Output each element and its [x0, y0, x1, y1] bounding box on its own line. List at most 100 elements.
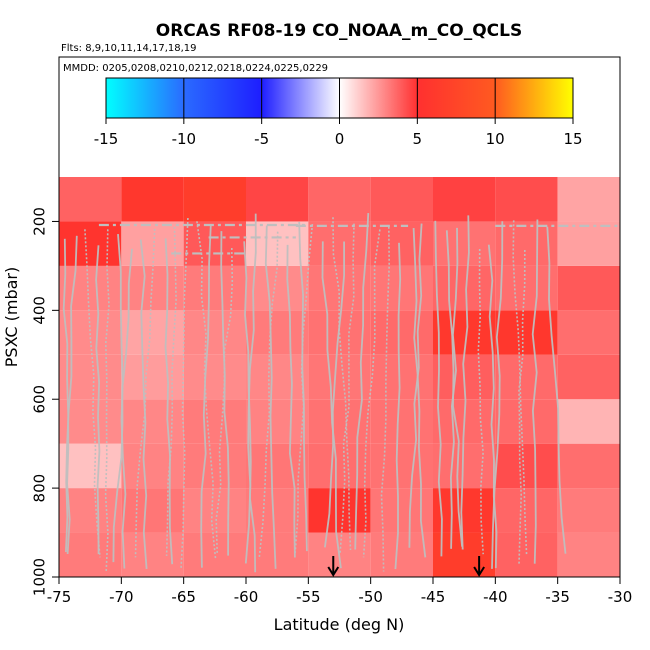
flight-track: [294, 224, 314, 553]
flight-track: [546, 226, 567, 554]
heatmap-cell: [370, 354, 433, 400]
flight-track: [244, 213, 257, 564]
flight-track: [321, 241, 342, 569]
flight-track: [434, 220, 443, 557]
heatmap-cell: [495, 354, 558, 400]
heatmap-cell: [495, 265, 558, 311]
y-tick-label: 800: [31, 474, 49, 503]
colorbar: -15 -10 -5 0 5 10 15: [94, 77, 583, 148]
heatmap-cell: [557, 221, 620, 266]
flight-track: [408, 223, 423, 548]
heatmap-cell: [433, 177, 496, 222]
flight-track: [354, 213, 370, 550]
x-tick-label: -30: [608, 588, 633, 606]
flight-track: [220, 231, 230, 556]
heatmap-cell: [308, 177, 371, 222]
flight-track: [298, 221, 308, 552]
heatmap-cell: [246, 354, 309, 400]
flight-track: [95, 245, 101, 555]
y-tick-label: 400: [31, 296, 49, 325]
colorbar-tick-label: 10: [486, 130, 505, 148]
flight-tracks: [62, 213, 620, 573]
flight-track: [139, 239, 148, 569]
heatmap-cell: [121, 532, 184, 577]
arrow-down-icon: [473, 556, 485, 577]
colorbar-tick-label: -15: [94, 130, 119, 148]
flight-track: [487, 244, 498, 569]
flight-track: [449, 227, 459, 549]
heatmap-cell: [495, 488, 558, 533]
x-axis-label: Latitude (deg N): [274, 615, 405, 634]
heatmap-cell: [246, 399, 309, 444]
flight-track: [164, 238, 174, 565]
flight-track: [362, 229, 381, 558]
flight-track: [477, 248, 484, 555]
heatmap-cell: [121, 177, 184, 222]
heatmap-cell: [370, 265, 433, 311]
heatmap-cell: [495, 177, 558, 222]
date-annotation: MMDD: 0205,0208,0210,0212,0218,0224,0225…: [63, 63, 328, 74]
heatmap-cell: [183, 488, 246, 533]
y-axis-label: PSXC (mbar): [2, 267, 21, 367]
x-tick-label: -50: [358, 588, 383, 606]
flight-track: [165, 226, 177, 556]
heatmap-cell: [557, 177, 620, 222]
colorbar-tick-label: 15: [563, 130, 582, 148]
heatmap-cell: [370, 310, 433, 355]
heatmap-cell: [557, 399, 620, 444]
flight-track: [104, 229, 110, 572]
heatmap-cell: [495, 399, 558, 444]
heatmap-cell: [433, 532, 496, 577]
heatmap-cell: [308, 488, 371, 533]
heatmap-cell: [557, 532, 620, 577]
heatmap-cell: [246, 310, 309, 355]
heatmap-cell: [370, 177, 433, 222]
flight-track: [62, 238, 71, 555]
arrow-down-icon: [327, 556, 340, 577]
heatmap-cell: [59, 265, 122, 311]
colorbar-tick-label: -10: [172, 130, 197, 148]
flight-track: [84, 229, 101, 558]
heatmap-cell: [308, 443, 371, 489]
heatmap-cell: [495, 310, 558, 355]
flight-track: [200, 224, 212, 568]
y-tick-label: 200: [31, 207, 49, 236]
flight-track: [531, 219, 539, 564]
heatmap-cell: [308, 221, 371, 266]
flight-track: [112, 248, 133, 563]
heatmap-cell: [370, 399, 433, 444]
heatmap-cell: [183, 443, 246, 489]
heatmap-cell: [433, 221, 496, 266]
heatmap-cell: [495, 532, 558, 577]
heatmap-cell: [433, 488, 496, 533]
colorbar-tick-label: 0: [335, 130, 345, 148]
x-tick-label: -65: [171, 588, 196, 606]
x-axis: -75 -70 -65 -60 -55 -50 -45 -40 -35 -30: [47, 576, 633, 606]
flight-track: [65, 235, 78, 553]
heatmap-cell: [433, 443, 496, 489]
flight-track: [258, 231, 279, 560]
heatmap-cell: [433, 265, 496, 311]
heatmap-cell: [246, 532, 309, 577]
heatmap-cell: [183, 221, 246, 266]
heatmap-cell: [370, 443, 433, 489]
heatmap-cell: [370, 221, 433, 266]
heatmap-cell: [308, 265, 371, 311]
chart-title: ORCAS RF08-19 CO_NOAA_m_CO_QCLS: [156, 21, 522, 41]
flight-track: [215, 247, 234, 554]
flight-track: [286, 244, 296, 558]
flight-track: [134, 228, 156, 558]
flight-track: [460, 215, 470, 550]
heatmap-cell: [121, 354, 184, 400]
x-tick-label: -45: [421, 588, 446, 606]
heatmap-cell: [557, 310, 620, 355]
heatmap-cell: [246, 488, 309, 533]
heatmap-cell: [121, 443, 184, 489]
x-tick-label: -75: [47, 588, 72, 606]
heatmap-cell: [495, 443, 558, 489]
heatmap-cell: [557, 488, 620, 533]
chart-subtitle: Flts: 8,9,10,11,14,17,18,19: [61, 43, 197, 54]
colorbar-tick-label: 5: [413, 130, 423, 148]
heatmap-cell: [183, 532, 246, 577]
